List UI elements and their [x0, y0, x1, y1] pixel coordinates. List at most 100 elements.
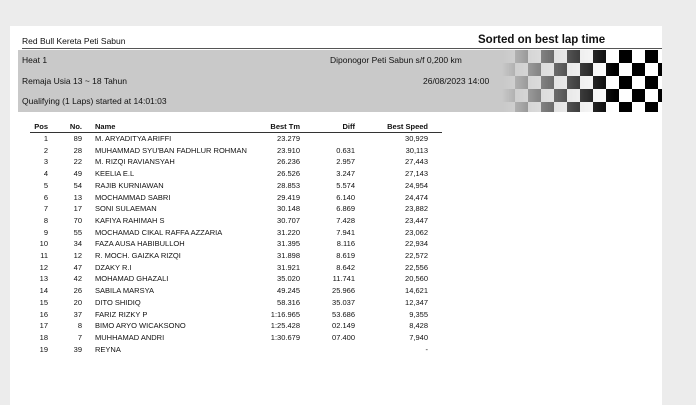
cell-diff: 35.037 — [332, 297, 355, 307]
cell-no: 39 — [73, 344, 82, 354]
cell-pos: 5 — [43, 180, 48, 190]
cell-best-tm: 1:25.428 — [270, 321, 300, 331]
cell-best-tm: 30.707 — [277, 215, 300, 225]
header-rule — [22, 48, 662, 49]
cell-diff: 25.966 — [332, 286, 355, 296]
cell-best-tm: 30.148 — [277, 204, 300, 214]
cell-best-speed: 23,882 — [405, 204, 428, 214]
cell-no: 54 — [73, 180, 82, 190]
cell-best-speed: 24,954 — [405, 180, 428, 190]
cell-best-tm: 23.279 — [277, 134, 300, 143]
cell-no: 8 — [77, 321, 82, 331]
cell-name: REYNA — [95, 344, 121, 354]
cell-pos: 4 — [43, 169, 48, 179]
cell-diff: 07.400 — [332, 332, 355, 342]
cell-name: MOCHAMAD CIKAL RAFFA AZZARIA — [95, 227, 223, 237]
cell-diff: 11.741 — [332, 274, 355, 284]
cell-best-speed: 22,556 — [405, 262, 428, 272]
cell-best-tm: 31.898 — [277, 251, 300, 260]
cell-name: KEELIA E.L — [95, 169, 135, 179]
cell-best-speed: 22,572 — [405, 251, 428, 260]
info-band — [18, 50, 662, 112]
event-title: Red Bull Kereta Peti Sabun — [22, 36, 126, 46]
cell-no: 37 — [73, 309, 82, 319]
cell-pos: 1 — [43, 134, 48, 143]
cell-diff: 8.642 — [336, 262, 355, 272]
cell-pos: 16 — [39, 309, 48, 319]
cell-diff: 5.574 — [336, 180, 355, 190]
cell-name: SONI SULAEMAN — [95, 204, 157, 214]
cell-pos: 14 — [39, 286, 48, 296]
cell-name: DITO SHIDIQ — [95, 297, 141, 307]
cell-pos: 6 — [43, 192, 48, 202]
cell-name: M. RIZQI RAVIANSYAH — [95, 157, 175, 167]
cell-best-tm: 23.910 — [277, 145, 300, 155]
cell-best-speed: 8,428 — [409, 321, 428, 331]
cell-no: 12 — [73, 251, 82, 260]
cell-no: 17 — [73, 204, 82, 214]
cell-diff: 7.428 — [336, 215, 355, 225]
cell-name: MUHHAMAD ANDRI — [95, 332, 165, 342]
cell-best-tm: 26.236 — [277, 157, 300, 167]
cell-best-tm: 49.245 — [277, 286, 300, 296]
cell-no: 13 — [73, 192, 82, 202]
cell-best-speed: 14,621 — [405, 286, 428, 296]
track: Diponogor Peti Sabun s/f 0,200 km — [330, 55, 462, 65]
cell-best-tm: 31.220 — [277, 227, 300, 237]
cell-name: R. MOCH. GAIZKA RIZQI — [95, 251, 181, 260]
cell-name: MOHAMAD GHAZALI — [95, 274, 169, 284]
cell-best-tm: 26.526 — [277, 169, 300, 179]
cell-no: 42 — [73, 274, 82, 284]
cell-name: FAZA AUSA HABIBULLOH — [95, 239, 185, 249]
cell-name: RAJIB KURNIAWAN — [95, 180, 164, 190]
cell-name: FARIZ RIZKY P — [95, 309, 148, 319]
cell-name: DZAKY R.I — [95, 262, 132, 272]
cell-pos: 17 — [39, 321, 48, 331]
cell-best-speed: 24,474 — [405, 192, 428, 202]
cell-pos: 10 — [39, 239, 48, 249]
cell-no: 70 — [73, 215, 82, 225]
cell-name: SABILA MARSYA — [95, 286, 155, 296]
cell-best-tm: 58.316 — [277, 297, 300, 307]
column-header: Diff — [342, 122, 356, 131]
column-header: Pos — [34, 122, 48, 131]
cell-pos: 3 — [43, 157, 48, 167]
class: Remaja Usia 13 ~ 18 Tahun — [22, 76, 127, 86]
cell-no: 28 — [73, 145, 82, 155]
table-header-rule — [30, 132, 442, 133]
datetime: 26/08/2023 14:00 — [423, 76, 490, 86]
cell-name: BIMO ARYO WICAKSONO — [95, 321, 186, 331]
cell-no: 49 — [73, 169, 82, 179]
cell-best-tm: 1:30.679 — [270, 332, 300, 342]
cell-best-speed: 9,355 — [409, 309, 428, 319]
cell-pos: 7 — [43, 204, 48, 214]
cell-pos: 11 — [40, 251, 48, 260]
cell-best-tm: 31.395 — [277, 239, 300, 249]
cell-pos: 19 — [39, 344, 48, 354]
cell-pos: 15 — [39, 297, 48, 307]
cell-best-tm: 29.419 — [277, 192, 300, 202]
cell-diff: 6.140 — [336, 192, 355, 202]
column-header: No. — [69, 122, 82, 131]
cell-pos: 12 — [39, 262, 48, 272]
cell-best-speed: 23,062 — [405, 227, 428, 237]
cell-no: 7 — [77, 332, 82, 342]
cell-no: 89 — [73, 134, 82, 143]
column-header: Best Tm — [270, 122, 300, 131]
cell-pos: 2 — [43, 145, 48, 155]
cell-name: M. ARYADITYA ARIFFI — [95, 134, 172, 143]
cell-pos: 8 — [43, 215, 48, 225]
cell-no: 55 — [73, 227, 82, 237]
cell-no: 20 — [73, 297, 82, 307]
cell-name: KAFIYA RAHIMAH S — [95, 215, 165, 225]
cell-pos: 9 — [43, 227, 48, 237]
cell-best-speed: - — [425, 344, 429, 354]
cell-best-speed: 12,347 — [405, 297, 428, 307]
cell-best-speed: 7,940 — [409, 332, 428, 342]
cell-best-tm: 35.020 — [277, 274, 300, 284]
cell-diff: 8.116 — [336, 239, 355, 249]
heat: Heat 1 — [22, 55, 48, 65]
cell-name: MUHAMMAD SYU'BAN FADHLUR ROHMAN — [95, 145, 247, 155]
column-header: Name — [95, 122, 116, 131]
